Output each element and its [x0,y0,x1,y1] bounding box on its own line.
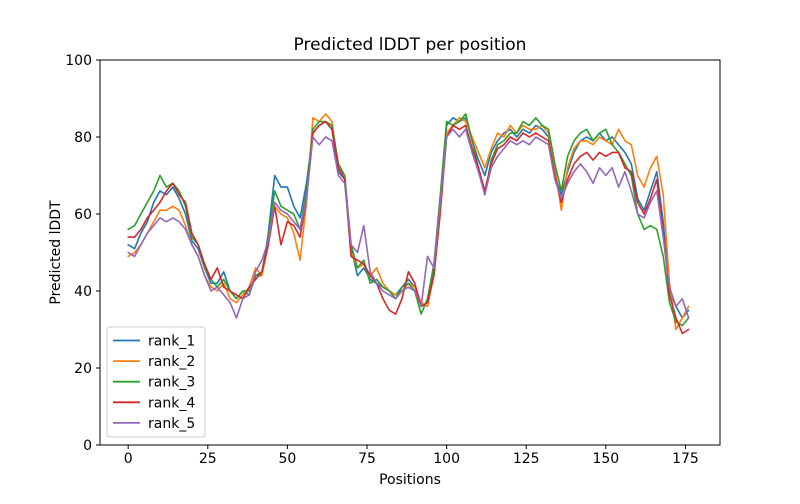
x-tick-label-25: 25 [199,451,217,467]
series-line-rank_4 [127,120,690,335]
y-tick-label-20: 20 [74,361,92,377]
legend-label-rank_2: rank_2 [148,354,195,370]
x-tick-label-175: 175 [672,451,699,467]
y-tick-label-60: 60 [74,207,92,223]
x-axis-label: Positions [379,472,441,488]
x-tick-label-0: 0 [124,451,133,467]
x-tick-label-125: 125 [513,451,540,467]
plot-spines [99,59,721,446]
chart-title: Predicted lDDT per position [294,35,527,55]
series-line-rank_2 [127,113,690,331]
series-line-rank_3 [127,113,690,327]
legend-label-rank_1: rank_1 [148,334,195,350]
legend: rank_1 rank_2 rank_3 rank_4 rank_5 [106,326,206,438]
legend-label-rank_4: rank_4 [148,395,195,411]
y-axis-label: Predicted lDDT [48,200,64,305]
legend-frame [106,326,206,438]
axis-ticks: 0 25 50 75 100 125 150 175 0 20 40 60 80 100 [65,53,699,467]
series-lines [127,113,690,335]
legend-label-rank_3: rank_3 [148,375,195,391]
plot-area-border [99,59,721,446]
x-tick-label-100: 100 [433,451,460,467]
y-tick-label-80: 80 [74,130,92,146]
y-tick-label-100: 100 [65,53,92,69]
y-tick-label-0: 0 [83,438,92,454]
x-tick-label-75: 75 [358,451,376,467]
x-tick-label-150: 150 [592,451,619,467]
y-tick-label-40: 40 [74,284,92,300]
legend-label-rank_5: rank_5 [148,416,195,432]
x-tick-label-50: 50 [278,451,296,467]
series-line-rank_5 [127,128,690,319]
